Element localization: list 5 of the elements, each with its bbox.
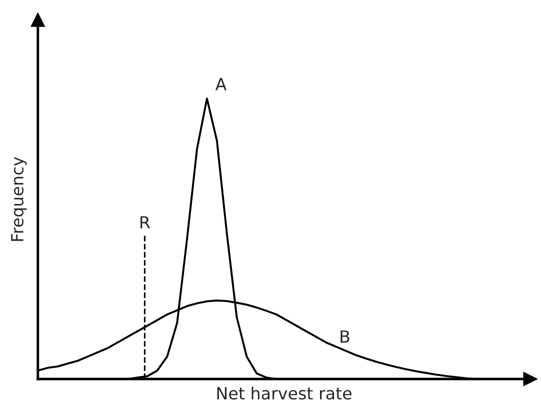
y-axis-title: Frequency <box>11 156 27 241</box>
annotation: R <box>140 216 150 228</box>
series-label: A <box>215 78 227 90</box>
x-axis-title: Net harvest rate <box>217 386 352 400</box>
series-label: B <box>340 330 350 343</box>
